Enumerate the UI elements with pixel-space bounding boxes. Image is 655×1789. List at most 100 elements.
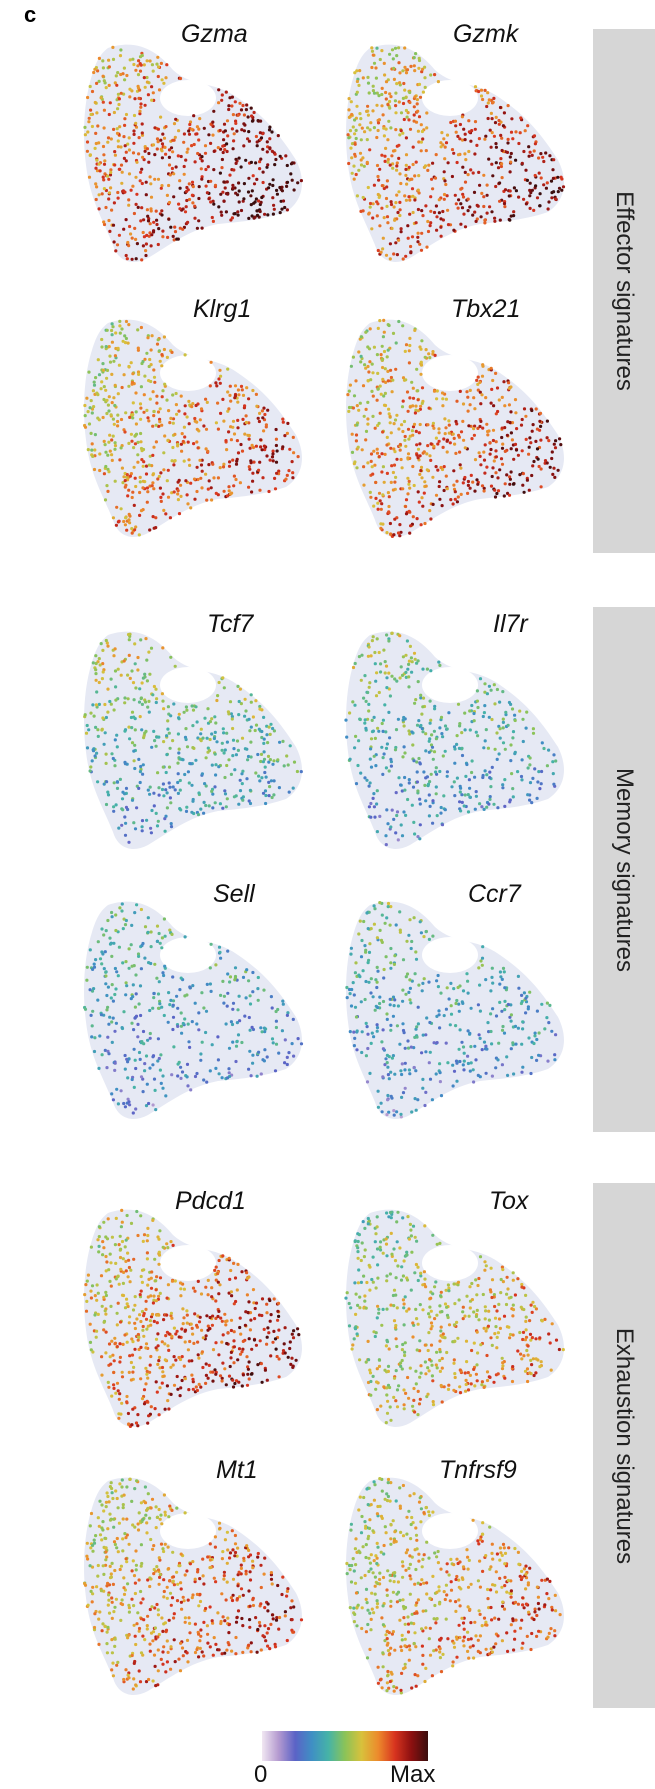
umap-cell-point — [124, 981, 128, 985]
umap-cell-point — [402, 81, 406, 86]
umap-cell-point — [138, 402, 143, 406]
umap-cell-point — [504, 710, 508, 714]
umap-cell-point — [402, 745, 406, 749]
umap-cell-point — [443, 432, 447, 436]
umap-cell-point — [169, 225, 173, 229]
umap-cell-point — [259, 157, 263, 161]
umap-cell-point — [418, 762, 422, 766]
umap-cell-point — [428, 454, 432, 458]
umap-cell-point — [127, 1057, 131, 1061]
umap-cell-point — [483, 739, 487, 743]
umap-cell-point — [116, 413, 120, 417]
umap-cell-point — [103, 702, 107, 707]
umap-cell-point — [508, 189, 512, 193]
umap-cell-point — [142, 76, 146, 80]
umap-cell-point — [241, 199, 245, 203]
umap-cell-point — [443, 808, 447, 812]
umap-cell-point — [417, 82, 422, 86]
umap-cell-point — [411, 210, 415, 215]
umap-cell-point — [248, 729, 252, 733]
umap-cell-point — [191, 724, 195, 728]
umap-cell-point — [387, 637, 391, 641]
umap-cell-point — [165, 63, 169, 67]
umap-cell-point — [104, 388, 108, 392]
umap-cell-point — [257, 1050, 261, 1054]
umap-cell-point — [472, 433, 476, 437]
umap-cell-point — [181, 1307, 185, 1311]
umap-cell-point — [161, 1370, 165, 1374]
umap-cell-point — [151, 1301, 155, 1305]
umap-cell-point — [513, 718, 517, 723]
umap-cell-point — [139, 696, 143, 700]
umap-cell-point — [407, 778, 411, 782]
umap-cell-point — [151, 230, 156, 234]
umap-cell-point — [92, 380, 96, 384]
umap-cell-point — [141, 676, 145, 680]
umap-cell-point — [389, 764, 393, 768]
umap-cell-point — [152, 804, 156, 808]
umap-cell-point — [210, 717, 214, 721]
umap-cell-point — [286, 1011, 290, 1015]
umap-cell-point — [267, 725, 271, 729]
umap-cell-point — [173, 459, 177, 463]
umap-cell-point — [107, 197, 111, 201]
umap-cell-point — [503, 999, 507, 1003]
umap-cell-point — [232, 1361, 236, 1365]
umap-cell-point — [420, 231, 424, 235]
umap-cell-point — [445, 439, 449, 443]
umap-cell-point — [87, 116, 91, 120]
umap-cell-point — [236, 400, 240, 404]
umap-cell-point — [463, 225, 468, 229]
umap-cell-point — [353, 703, 357, 707]
umap-cell-point — [162, 917, 166, 921]
umap-cell-point — [159, 186, 163, 190]
umap-cell-point — [376, 121, 381, 125]
umap-cell-point — [462, 1068, 466, 1072]
umap-cell-point — [91, 661, 95, 665]
umap-cell-point — [240, 1384, 244, 1388]
umap-cell-point — [202, 126, 206, 130]
umap-cell-point — [185, 493, 189, 497]
umap-cell-point — [388, 257, 392, 261]
umap-cell-point — [381, 1028, 385, 1032]
umap-cell-point — [210, 215, 214, 220]
umap-cell-point — [423, 65, 427, 69]
umap-cell-point — [429, 73, 433, 77]
gene-title-sell: Sell — [213, 880, 255, 908]
umap-cell-point — [378, 995, 382, 999]
umap-cell-point — [247, 139, 251, 143]
umap-cell-point — [384, 834, 388, 838]
umap-cell-point — [479, 88, 484, 92]
umap-cell-point — [364, 407, 368, 411]
umap-cell-point — [171, 445, 175, 450]
umap-cell-point — [137, 533, 141, 537]
umap-cell-point — [384, 80, 389, 84]
umap-cell-point — [384, 746, 389, 750]
umap-cell-point — [135, 242, 139, 246]
umap-cell-point — [104, 450, 108, 454]
umap-cell-point — [140, 681, 144, 685]
umap-cell-point — [98, 1034, 102, 1038]
umap-cell-point — [166, 235, 170, 239]
umap-cell-point — [115, 1323, 119, 1327]
umap-cell-point — [297, 1333, 301, 1337]
umap-cell-point — [431, 424, 435, 428]
umap-cell-point — [517, 141, 521, 146]
umap-cell-point — [421, 1077, 425, 1081]
umap-cell-point — [400, 834, 405, 838]
umap-cell-point — [387, 639, 391, 643]
umap-cell-point — [148, 672, 152, 676]
umap-cell-point — [145, 233, 149, 237]
umap-cell-point — [434, 204, 438, 208]
umap-cell-point — [147, 710, 151, 714]
umap-cell-point — [507, 493, 512, 497]
umap-cell-point — [420, 70, 424, 74]
umap-background-cells — [84, 631, 302, 849]
umap-cell-point — [357, 168, 361, 172]
umap-cell-point — [151, 424, 155, 428]
umap-cell-point — [227, 1374, 232, 1378]
umap-cell-point — [384, 127, 388, 131]
umap-cell-point — [141, 155, 145, 159]
umap-cell-point — [107, 470, 111, 474]
umap-cell-point — [202, 800, 206, 804]
